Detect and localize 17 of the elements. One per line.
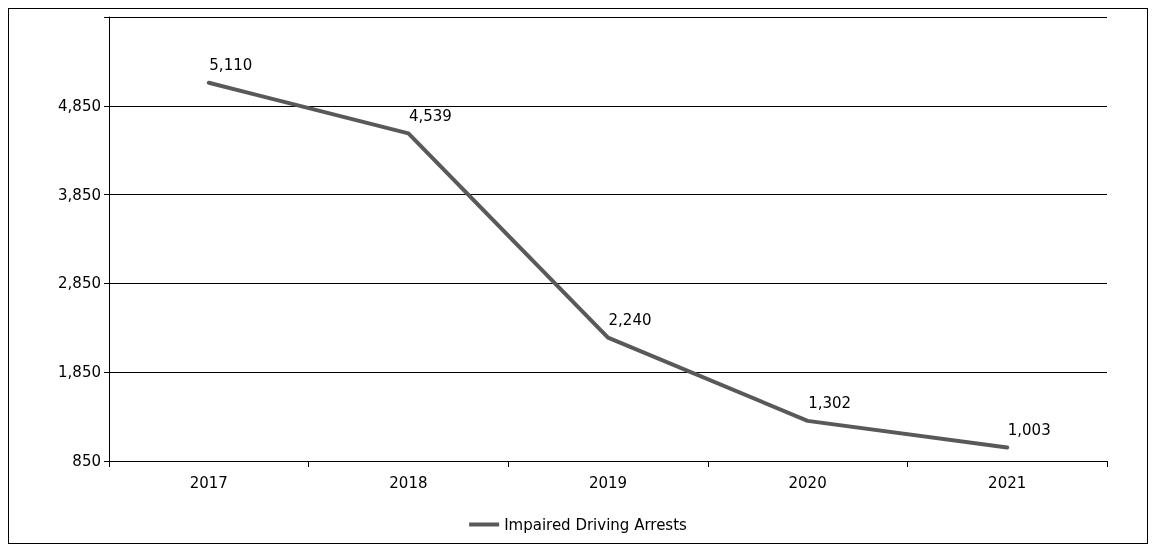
legend-label: Impaired Driving Arrests (504, 515, 688, 534)
line-series (206, 80, 1010, 450)
data-label: 5,110 (209, 56, 253, 75)
y-tick-label: 3,850 (58, 185, 101, 204)
x-tick-label: 2020 (788, 473, 827, 492)
data-label: 4,539 (408, 106, 452, 125)
y-tick-label: 4,850 (58, 96, 101, 115)
y-tick-label: 850 (72, 452, 101, 470)
data-label: 2,240 (608, 311, 652, 330)
data-label: 1,302 (808, 394, 852, 413)
y-tick-label: 2,850 (58, 274, 101, 293)
data-label: 1,003 (1007, 420, 1051, 439)
x-tick-label: 2018 (389, 473, 428, 492)
y-tick-label: 1,850 (58, 363, 101, 382)
x-tick-label: 2017 (189, 473, 228, 492)
x-tick-label: 2021 (988, 473, 1027, 492)
x-tick-label: 2019 (588, 473, 628, 492)
